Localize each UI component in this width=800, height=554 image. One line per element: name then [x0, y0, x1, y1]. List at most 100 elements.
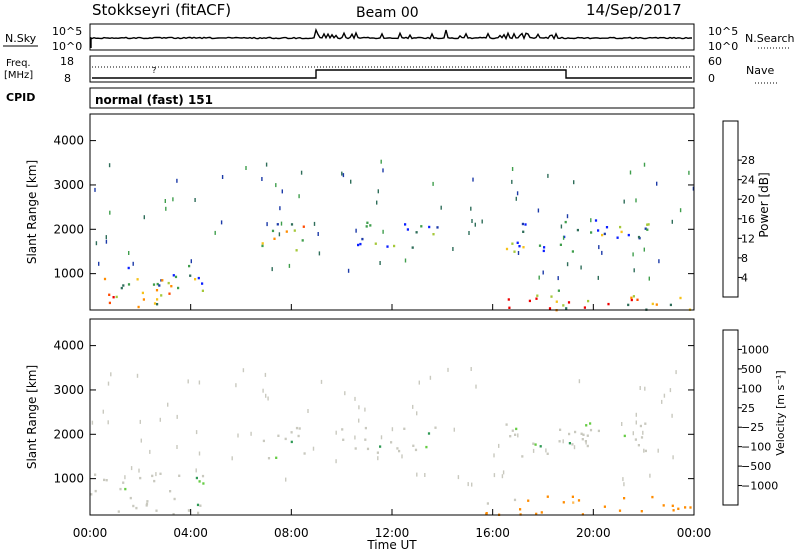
echo-cell: [201, 282, 204, 285]
echo-speckle: [472, 177, 474, 182]
echo-cell: [196, 503, 200, 507]
echo-cell: [122, 284, 125, 287]
echo-speckle: [364, 407, 366, 412]
echo-speckle: [560, 224, 563, 229]
echo-cell: [546, 452, 549, 455]
echo-speckle: [416, 411, 418, 416]
echo-cell: [297, 434, 300, 438]
velocity-panel-frame: [89, 318, 695, 516]
echo-cell: [542, 249, 545, 253]
time-axis: 00:00 04:00 08:00 12:00 16:00 20:00 00:00: [73, 304, 712, 540]
echo-speckle: [447, 367, 449, 372]
echo-cell: [507, 298, 510, 301]
echo-speckle: [642, 430, 644, 435]
echo-speckle: [167, 402, 169, 407]
echo-speckle: [391, 427, 394, 432]
echo-cell: [594, 219, 598, 222]
colorbar-tick-label: −1000: [741, 480, 778, 493]
ytick-label: 4000: [53, 134, 84, 148]
echo-cell: [285, 230, 288, 233]
echo-speckle: [468, 231, 470, 235]
echo-cell: [505, 247, 509, 251]
echo-cell: [145, 502, 149, 506]
echo-cell: [589, 428, 593, 432]
echo-speckle: [629, 170, 632, 175]
echo-cell: [420, 225, 423, 228]
echo-cell: [640, 510, 643, 513]
echo-cell: [640, 436, 644, 439]
echo-cell: [634, 438, 637, 441]
echo-speckle: [623, 482, 625, 487]
ytick-label: 3000: [53, 383, 84, 397]
echo-cell: [115, 295, 118, 299]
echo-cell: [562, 304, 565, 307]
echo-cell: [562, 501, 565, 504]
echo-cell: [511, 242, 514, 245]
colorbar-tick-label: −500: [741, 460, 771, 473]
echo-speckle: [470, 206, 472, 211]
echo-cell: [644, 449, 647, 453]
echo-speckle: [347, 268, 350, 273]
power-colorbar: 4 8 12 16 20 24 28: [722, 120, 755, 298]
echo-cell: [548, 307, 552, 310]
echo-cell: [509, 435, 512, 438]
echo-cell: [518, 245, 521, 248]
echo-speckle: [547, 173, 549, 178]
echo-cell: [651, 302, 654, 306]
echo-speckle: [354, 396, 356, 401]
colorbar-tick-label: −25: [741, 421, 764, 434]
xtick-label: 00:00: [677, 526, 712, 540]
echo-cell: [194, 278, 197, 281]
echo-speckle: [470, 367, 472, 371]
echo-speckle: [632, 431, 634, 436]
echo-speckle: [601, 250, 603, 255]
echo-cell: [583, 306, 586, 309]
echo-cell: [376, 451, 379, 454]
echo-speckle: [474, 222, 476, 227]
colorbar-tick-label: 20: [741, 193, 755, 206]
echo-speckle: [562, 439, 564, 444]
echo-cell: [630, 296, 633, 299]
echo-speckle: [285, 477, 287, 482]
echo-speckle: [380, 435, 383, 440]
echo-cell: [156, 303, 159, 306]
echo-speckle: [573, 180, 575, 185]
echo-cell: [301, 239, 304, 242]
echo-cell: [122, 481, 125, 484]
echo-cell: [127, 266, 130, 270]
colorbar-tick-label: −100: [741, 441, 771, 454]
echo-cell: [515, 427, 518, 431]
ytick-label: 3000: [53, 178, 84, 192]
echo-cell: [386, 245, 389, 248]
echo-cell: [597, 229, 600, 232]
echo-cell: [428, 225, 431, 229]
echo-cell: [571, 250, 574, 253]
echo-speckle: [380, 159, 382, 164]
cpid-strip-frame: [89, 87, 695, 109]
xtick-label: 12:00: [375, 526, 410, 540]
echo-cell: [145, 504, 148, 507]
freq-label-1: Freq.: [6, 58, 31, 69]
echo-cell: [581, 513, 584, 516]
echo-speckle: [221, 175, 224, 179]
echo-cell: [644, 227, 647, 230]
echo-cell: [555, 300, 558, 303]
echo-cell: [532, 442, 535, 445]
echo-speckle: [643, 448, 645, 453]
echo-cell: [127, 283, 131, 286]
echo-cell: [538, 244, 542, 247]
echo-cell: [619, 225, 622, 229]
echo-speckle: [250, 431, 252, 436]
power-yticks: 1000 2000 3000 4000: [53, 134, 694, 281]
echo-cell: [646, 223, 649, 226]
echo-speckle: [537, 208, 540, 213]
cpid-value: normal (fast) 151: [95, 93, 213, 107]
freq-series-line: [92, 69, 692, 79]
colorbar-tick-label: 1000: [741, 343, 769, 356]
echo-speckle: [566, 214, 569, 219]
echo-speckle: [648, 276, 650, 281]
echo-speckle: [452, 247, 454, 251]
echo-speckle: [265, 393, 267, 398]
echo-speckle: [108, 163, 111, 168]
